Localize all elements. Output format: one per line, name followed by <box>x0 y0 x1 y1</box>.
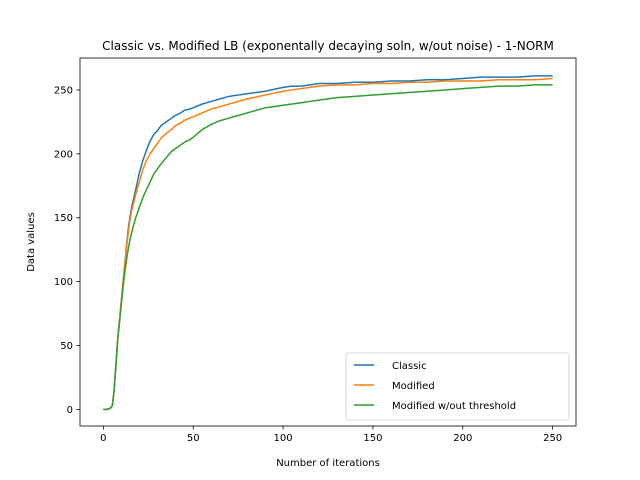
chart-title: Classic vs. Modified LB (exponentally de… <box>102 39 554 53</box>
y-axis-ticks: 0 50 100 150 200 250 <box>54 85 80 416</box>
legend-box <box>345 352 570 421</box>
y-tick-label: 50 <box>60 341 73 352</box>
series-line-3 <box>103 84 553 411</box>
series-layer <box>103 75 553 411</box>
y-tick-label: 200 <box>54 149 73 160</box>
x-tick-label: 100 <box>274 433 293 444</box>
x-axis-ticks: 0 50 100 150 200 250 <box>100 426 562 444</box>
legend: Classic Modified Modified w/out threshold <box>345 352 570 421</box>
legend-label-2: Modified <box>392 381 435 392</box>
legend-label-1: Classic <box>392 361 427 372</box>
x-tick-label: 200 <box>453 433 472 444</box>
x-tick-label: 0 <box>100 433 106 444</box>
y-axis-label: Data values <box>26 212 37 272</box>
y-tick-label: 100 <box>54 277 73 288</box>
x-tick-label: 250 <box>543 433 562 444</box>
y-tick-label: 0 <box>67 405 73 416</box>
x-tick-label: 150 <box>363 433 382 444</box>
y-tick-label: 150 <box>54 213 73 224</box>
x-tick-label: 50 <box>187 433 200 444</box>
x-axis-label: Number of iterations <box>276 458 380 469</box>
y-tick-label: 250 <box>54 85 73 96</box>
legend-label-3: Modified w/out threshold <box>392 401 516 412</box>
